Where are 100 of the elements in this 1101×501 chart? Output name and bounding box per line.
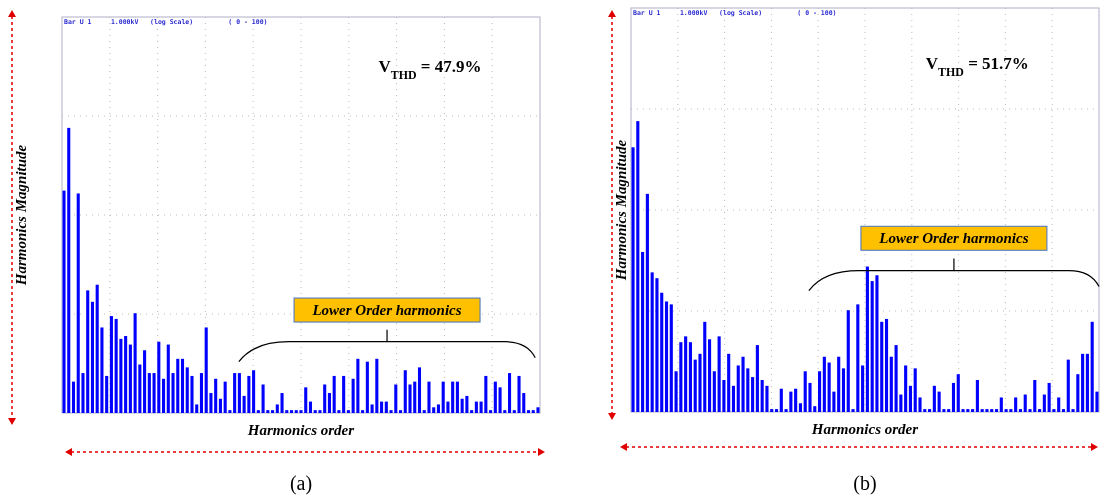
bar [789, 391, 793, 412]
bar [755, 345, 759, 412]
bar [470, 410, 474, 413]
bar [498, 387, 502, 413]
bar [95, 284, 99, 413]
bar [218, 398, 222, 413]
bar [536, 407, 540, 413]
bar [517, 375, 521, 413]
bar [526, 410, 531, 413]
bar [275, 404, 279, 413]
bar [223, 381, 227, 413]
bar [712, 371, 716, 412]
annotation: Lower Order harmonics [878, 230, 1029, 247]
bar [818, 371, 822, 412]
bar [971, 409, 975, 412]
bar [280, 393, 284, 413]
bar [837, 356, 841, 412]
bar [451, 381, 455, 413]
bar [90, 301, 94, 413]
bar [951, 382, 956, 412]
bar [937, 391, 941, 412]
bar [1004, 409, 1008, 412]
bar [214, 378, 218, 413]
bar [904, 365, 908, 412]
bar [645, 193, 649, 412]
x-axis-title: Harmonics order [246, 422, 355, 438]
text: V$_{THD}$ = 51.7% [925, 53, 1029, 79]
bar [436, 404, 440, 413]
bar [741, 356, 745, 412]
annotation: Lower Order harmonics [311, 302, 462, 319]
bar [308, 401, 313, 413]
bar [889, 356, 893, 412]
bar [105, 375, 109, 413]
bar [455, 381, 459, 413]
bar [289, 410, 294, 413]
bar [460, 398, 464, 413]
bar [999, 397, 1003, 412]
bar [237, 373, 241, 413]
bar [664, 301, 669, 412]
bar [688, 342, 692, 412]
bar [794, 388, 798, 412]
bar [361, 410, 365, 413]
y-axis-title: Harmonics Magnitude [613, 139, 629, 282]
bar [774, 409, 779, 412]
text: V$_{THD}$ = 47.9% [378, 57, 482, 83]
bar [327, 393, 331, 413]
bar [133, 313, 137, 413]
bar [827, 362, 831, 412]
bar [147, 373, 151, 413]
bar [1085, 353, 1089, 412]
bar [323, 384, 327, 413]
bar [233, 373, 237, 413]
bar [932, 385, 936, 412]
bar [731, 385, 736, 412]
bar [779, 388, 783, 412]
bar [417, 367, 422, 413]
bar [394, 384, 398, 413]
y-axis-title: Harmonics Magnitude [13, 144, 29, 287]
bar [247, 375, 251, 413]
bar [1018, 409, 1022, 412]
bar [465, 395, 469, 413]
bar [1061, 409, 1066, 412]
bar [861, 365, 865, 412]
bar [894, 345, 898, 412]
bar [143, 350, 147, 413]
bar [180, 358, 185, 413]
bar [985, 409, 989, 412]
bar [1081, 353, 1085, 412]
bar [751, 377, 755, 412]
bar [1038, 409, 1042, 412]
bar [71, 381, 76, 413]
bar [109, 316, 113, 413]
text: (a) [289, 472, 313, 495]
x-axis-title: Harmonics order [810, 421, 919, 437]
bar [708, 339, 712, 412]
bar [384, 401, 388, 413]
bar [508, 373, 512, 413]
bar [124, 336, 128, 413]
bar [684, 336, 688, 412]
bar [484, 375, 488, 413]
bar [252, 370, 256, 413]
bar [1042, 394, 1046, 412]
bar [884, 318, 889, 412]
bar [365, 361, 369, 413]
bar [493, 381, 497, 413]
bar [261, 384, 265, 413]
bar [199, 373, 204, 413]
bar [114, 318, 118, 413]
bar [441, 381, 445, 413]
bar [1057, 397, 1061, 412]
bar [865, 266, 869, 412]
bar [332, 375, 336, 413]
bar [256, 410, 260, 413]
bar [1009, 409, 1013, 412]
bar [318, 410, 322, 413]
bar [669, 304, 673, 412]
bar [641, 252, 645, 412]
bar [427, 381, 431, 413]
bar [356, 358, 360, 413]
bar [798, 403, 802, 412]
